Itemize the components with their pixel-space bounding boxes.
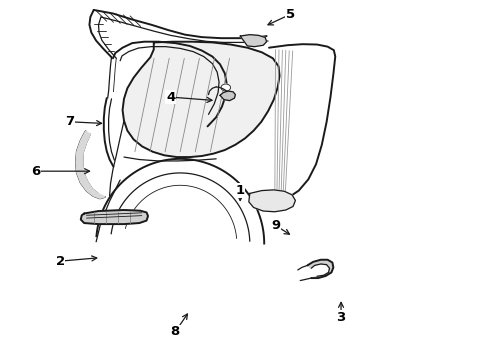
Circle shape	[221, 84, 231, 91]
Text: 7: 7	[65, 115, 74, 128]
Text: 9: 9	[271, 219, 281, 232]
Text: 2: 2	[55, 255, 65, 267]
Text: 8: 8	[171, 325, 180, 338]
Polygon shape	[240, 35, 267, 47]
Text: 3: 3	[337, 311, 345, 324]
Polygon shape	[220, 91, 235, 100]
Text: 6: 6	[31, 165, 41, 178]
Polygon shape	[307, 260, 333, 278]
Polygon shape	[81, 210, 148, 224]
Text: 4: 4	[166, 91, 175, 104]
Polygon shape	[249, 190, 295, 212]
Text: 5: 5	[286, 8, 295, 21]
Text: 1: 1	[236, 184, 245, 197]
Polygon shape	[76, 131, 105, 198]
Polygon shape	[122, 42, 280, 157]
